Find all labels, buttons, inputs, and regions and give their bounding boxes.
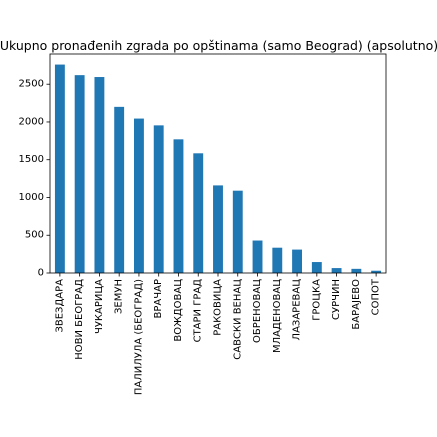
x-tick-label: РАКОВИЦА <box>213 279 224 336</box>
x-tick-label: ГРОЦКА <box>311 279 322 321</box>
bar <box>311 262 322 273</box>
bar <box>54 64 65 273</box>
bar <box>94 77 105 273</box>
bar <box>114 106 125 274</box>
bar <box>252 240 263 273</box>
x-tick-label: СУРЧИН <box>331 279 342 320</box>
x-tick-label: ЗЕМУН <box>114 279 125 314</box>
x-tick-label: МЛАДЕНОВАЦ <box>272 279 283 353</box>
bar <box>292 249 302 273</box>
bar <box>213 185 223 273</box>
bar <box>272 247 283 273</box>
x-tick-label: ЛАЗАРЕВАЦ <box>292 279 303 341</box>
bars-group <box>54 64 382 274</box>
y-tick-label: 1000 <box>19 192 44 203</box>
bar <box>173 139 184 273</box>
x-tick-label: ОБРЕНОВАЦ <box>252 279 263 343</box>
bar <box>232 190 243 273</box>
bar <box>153 125 164 273</box>
x-tick-label: БАРАЈЕВО <box>351 279 362 330</box>
y-tick-label: 2500 <box>19 79 44 90</box>
bar <box>371 270 382 273</box>
chart-title: Ukupno pronađenih zgrada po opštinama (s… <box>0 38 437 53</box>
y-tick-label: 2000 <box>19 116 44 127</box>
x-tick-label: НОВИ БЕОГРАД <box>74 279 85 360</box>
x-tick-label: СТАРИ ГРАД <box>193 279 204 343</box>
y-tick-label: 500 <box>25 230 44 241</box>
x-tick-label: ВОЖДОВАЦ <box>173 279 184 342</box>
x-tick-label: ЧУКАРИЦА <box>94 279 105 334</box>
bar <box>74 75 85 273</box>
x-tick-label: ВРАЧАР <box>153 279 164 318</box>
bar <box>193 153 204 273</box>
x-tick-label: ЗВЕЗДАРА <box>54 279 65 333</box>
x-tick-label: ПАЛИЛУЛА (БЕОГРАД) <box>133 279 144 395</box>
bar <box>134 118 144 274</box>
y-tick-label: 1500 <box>19 154 44 165</box>
bar <box>351 268 362 273</box>
bar <box>331 268 342 273</box>
plot-frame <box>49 53 387 274</box>
x-tick-label: САВСКИ ВЕНАЦ <box>232 279 243 360</box>
x-tick-label: СОПОТ <box>371 278 382 315</box>
y-tick-label: 0 <box>38 268 44 279</box>
y-axis-ticks: 0 500 1000 1500 2000 2500 <box>19 79 50 279</box>
x-axis-ticks: ЗВЕЗДАРА НОВИ БЕОГРАД ЧУКАРИЦА ЗЕМУН ПАЛИЛУЛ… <box>54 273 382 395</box>
